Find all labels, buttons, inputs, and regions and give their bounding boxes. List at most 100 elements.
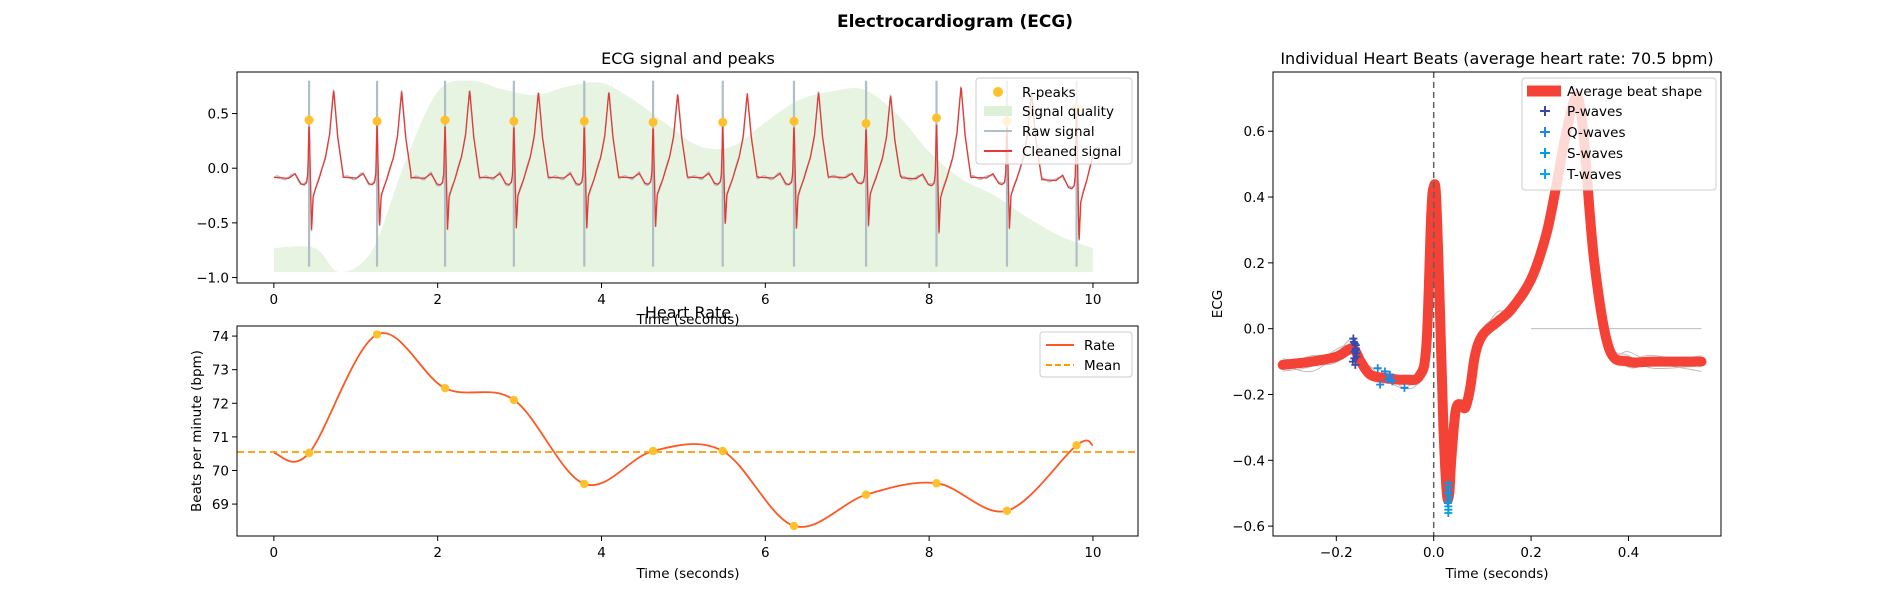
r-peak-marker	[789, 116, 799, 126]
heart-rate-title: Heart Rate	[645, 303, 731, 322]
ecg-signal-plot-area	[273, 80, 1094, 273]
q-wave-marker	[1388, 377, 1397, 386]
p-wave-marker	[1350, 339, 1359, 348]
p-wave-marker	[1351, 360, 1360, 369]
heart-rate-marker	[1072, 441, 1081, 450]
heart-rate-legend: Rate Mean	[1039, 331, 1133, 378]
legend-pwave-marker	[1540, 106, 1550, 116]
heart-rate-ytick-label: 72	[212, 396, 229, 412]
s-wave-marker	[1443, 489, 1452, 498]
r-peak-marker	[440, 115, 450, 125]
heart-beats-ytick-label: 0.6	[1244, 124, 1265, 140]
r-peak-marker	[861, 118, 871, 128]
legend-avgbeat-label: Average beat shape	[1567, 84, 1702, 100]
heart-rate-xtick-label: 6	[761, 545, 770, 561]
ecg-signal-xtick-label: 0	[270, 292, 279, 308]
q-wave-marker	[1383, 375, 1392, 384]
r-peak-marker	[509, 116, 519, 126]
p-wave-marker	[1350, 354, 1359, 363]
p-wave-marker	[1351, 346, 1360, 355]
legend-quality-label: Signal quality	[1022, 104, 1114, 120]
heart-rate-marker	[372, 330, 382, 339]
heart-beats-axes: −0.2 0.0 0.2 0.4 −0.6 −0.4 −0.2 0.0 0.2 0.4 0.6	[1232, 124, 1639, 561]
heart-rate-marker	[718, 446, 727, 456]
ecg-signal-ytick-label: 0.5	[208, 107, 229, 123]
legend-swave-marker	[1540, 148, 1550, 158]
heart-rate-xtick-label: 0	[270, 545, 279, 561]
q-wave-marker	[1381, 367, 1389, 376]
heart-rate-xtick-label: 4	[597, 545, 606, 561]
heart-beats-ytick-label: −0.6	[1232, 519, 1265, 535]
ecg-signal-axes: 0 2 4 6 8 10 −1.0 −0.5 0.0 0.5	[196, 107, 1101, 308]
heart-rate-axes: 0 2 4 6 8 10 69 70 71 72 73 74	[212, 329, 1102, 561]
heart-rate-marker	[648, 446, 658, 456]
cleaned-signal-line	[273, 87, 1094, 240]
heart-beats-ytick-label: −0.4	[1232, 453, 1265, 469]
signal-quality-area	[273, 80, 1093, 273]
legend-quality-swatch	[984, 106, 1012, 116]
p-wave-marker	[1349, 337, 1358, 346]
ecg-signal-xlabel: Time (seconds)	[635, 312, 739, 328]
heart-beats-ytick-label: 0.2	[1244, 256, 1265, 272]
legend-twave-marker	[1540, 169, 1550, 179]
ecg-signal-xtick-label: 4	[597, 292, 606, 308]
q-wave-marker	[1400, 383, 1409, 392]
heart-beats-xtick-label: −0.2	[1320, 545, 1353, 561]
legend-qwave-label: Q-waves	[1567, 125, 1626, 141]
heart-beats-xtick-label: 0.4	[1618, 545, 1639, 561]
heart-rate-panel: Heart Rate 0 2 4 6 8 10 69 70 71 72 73 74 Time (sec…	[189, 303, 1139, 582]
legend-twave-label: T-waves	[1566, 167, 1622, 183]
heart-rate-ytick-label: 70	[212, 463, 229, 479]
heart-beats-panel: Individual Heart Beats (average heart ra…	[1210, 49, 1722, 582]
r-peak-marker	[304, 115, 314, 125]
r-peak-marker	[372, 116, 382, 126]
ecg-signal-panel: ECG signal and peaks 0 2 4 6 8 10−1.0−0.50.00…	[196, 49, 1139, 328]
heart-rate-frame	[236, 325, 1139, 537]
s-wave-marker	[1444, 502, 1453, 511]
legend-swave-label: S-waves	[1567, 146, 1623, 162]
heart-rate-xtick-label: 8	[925, 545, 934, 561]
heart-rate-marker	[932, 479, 941, 488]
heart-rate-ytick-label: 71	[212, 430, 229, 446]
heart-rate-marker	[580, 479, 589, 489]
heart-beats-title: Individual Heart Beats (average heart ra…	[1280, 49, 1713, 68]
heart-rate-xtick-label: 2	[433, 545, 442, 561]
heart-rate-ytick-label: 74	[212, 329, 229, 345]
legend-raw-label: Raw signal	[1022, 124, 1095, 140]
ecg-signal-ytick-label: 0.0	[208, 161, 229, 177]
ecg-signal-title: ECG signal and peaks	[601, 49, 775, 68]
heart-rate-line	[273, 332, 1094, 528]
heart-beats-ylabel: ECG	[1210, 290, 1226, 318]
heart-rate-xlabel: Time (seconds)	[635, 566, 739, 582]
heart-rate-ytick-label: 69	[212, 497, 229, 513]
legend-rate-label: Rate	[1084, 338, 1115, 354]
ecg-signal-ytick-label: −0.5	[196, 216, 229, 232]
q-wave-marker	[1376, 380, 1385, 389]
heart-rate-marker	[861, 490, 871, 499]
ecg-signal-xtick-label: 6	[761, 292, 770, 308]
legend-cleaned-label: Cleaned signal	[1022, 144, 1121, 160]
legend-rpeaks-label: R-peaks	[1022, 85, 1076, 101]
heart-beats-xtick-label: 0.2	[1520, 545, 1541, 561]
legend-qwave-marker	[1540, 127, 1550, 137]
heart-beats-xlabel: Time (seconds)	[1444, 566, 1548, 582]
heart-rate-marker	[509, 395, 519, 405]
heart-rate-marker	[1002, 506, 1012, 515]
q-wave-marker	[1373, 364, 1382, 373]
r-peak-marker	[648, 117, 658, 127]
heart-beats-ytick-label: −0.2	[1232, 387, 1265, 403]
ecg-signal-frame	[236, 71, 1139, 284]
ecg-signal-ytick-label: −1.0	[196, 271, 229, 287]
heart-beats-legend: Average beat shape P-waves Q-waves S-wav…	[1521, 77, 1717, 191]
ecg-signal-xtick-label: 10	[1084, 292, 1101, 308]
heart-rate-legend-box	[1039, 331, 1133, 378]
ecg-signal-xtick-label: 8	[925, 292, 934, 308]
heart-beats-ytick-label: 0.4	[1244, 190, 1265, 206]
legend-pwave-label: P-waves	[1567, 104, 1622, 120]
r-peak-marker	[932, 113, 942, 123]
legend-mean-label: Mean	[1084, 358, 1121, 374]
heart-beats-legend-box	[1521, 77, 1717, 191]
heart-beats-ytick-label: 0.0	[1244, 322, 1265, 338]
heart-rate-ytick-label: 73	[212, 363, 229, 379]
